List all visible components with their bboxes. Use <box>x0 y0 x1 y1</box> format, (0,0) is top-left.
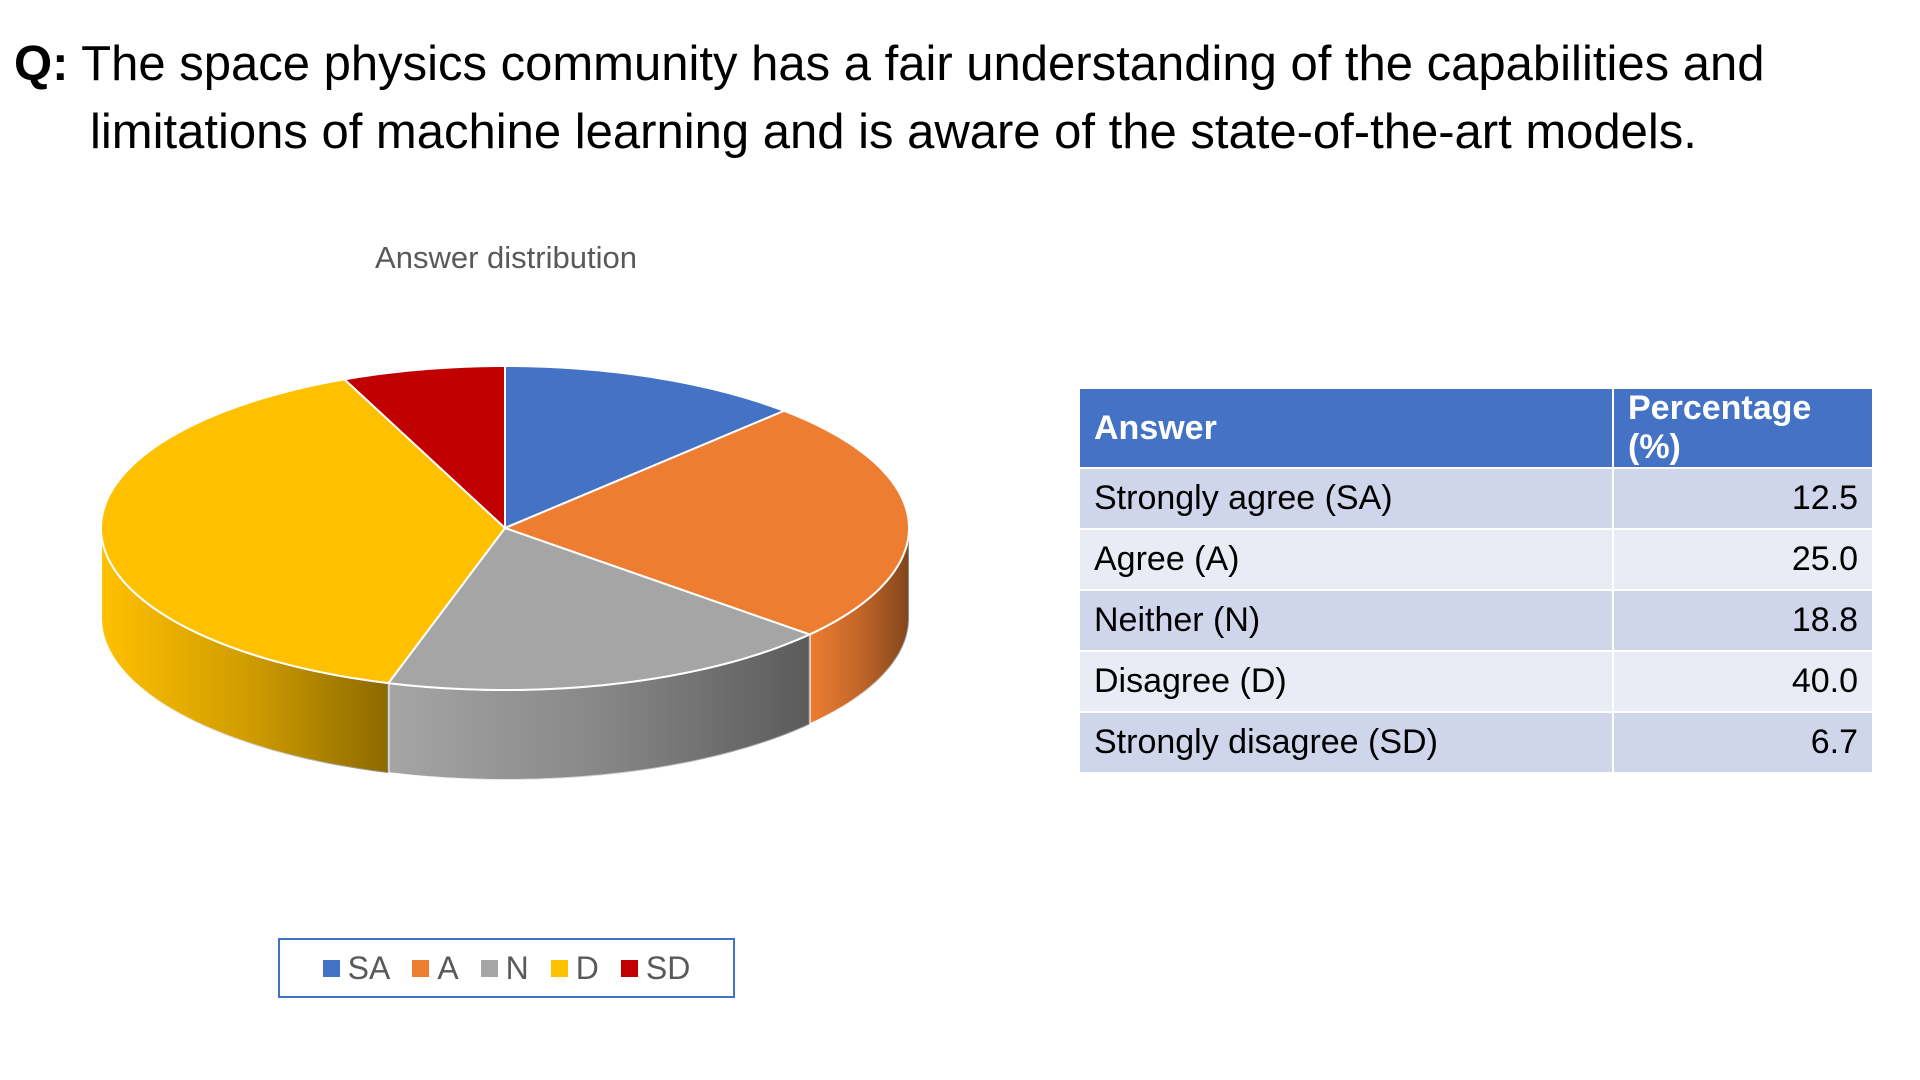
legend-swatch-sd <box>620 959 638 977</box>
legend-item-d: D <box>550 949 599 987</box>
legend-label-d: D <box>575 949 599 986</box>
pie-slice-d <box>100 378 506 685</box>
legend-swatch-a <box>412 959 430 977</box>
legend-label-n: N <box>505 949 529 986</box>
legend-swatch-d <box>550 959 568 977</box>
pie-slice-a <box>504 409 910 636</box>
table-header-row: Answer Percentage (%) <box>1078 387 1874 469</box>
table-cell-answer: Strongly disagree (SD) <box>1078 711 1614 774</box>
table-cell-answer: Strongly agree (SA) <box>1078 467 1614 530</box>
question-prefix: Q: <box>14 37 69 91</box>
answer-table: Answer Percentage (%) Strongly agree (SA… <box>1078 387 1874 774</box>
table-header-percentage: Percentage (%) <box>1612 387 1874 469</box>
pie-tops <box>100 365 910 691</box>
pie-side-shade-a <box>809 528 909 725</box>
table-cell-percentage: 25.0 <box>1612 528 1874 591</box>
table-cell-percentage: 12.5 <box>1612 467 1874 530</box>
table-header-answer: Answer <box>1078 387 1614 469</box>
question-line-1: The space physics community has a fair u… <box>81 37 1765 91</box>
legend-label-a: A <box>437 949 459 986</box>
table-cell-percentage: 40.0 <box>1612 650 1874 713</box>
table-cell-percentage: 18.8 <box>1612 589 1874 652</box>
table-row: Strongly agree (SA) 12.5 <box>1078 467 1874 530</box>
legend-item-a: A <box>412 949 459 987</box>
legend-item-sd: SD <box>620 949 691 987</box>
table-cell-percentage: 6.7 <box>1612 711 1874 774</box>
pie-chart <box>100 365 910 782</box>
question-line-2: limitations of machine learning and is a… <box>90 105 1697 159</box>
chart-title: Answer distribution <box>375 240 637 275</box>
legend-label-sd: SD <box>645 949 691 986</box>
legend-item-n: N <box>480 949 529 987</box>
pie-side-shade-n <box>388 634 810 780</box>
table-cell-answer: Neither (N) <box>1078 589 1614 652</box>
legend-swatch-sa <box>322 959 340 977</box>
pie-slice-n <box>387 527 811 691</box>
pie-side-shade-d <box>101 528 389 774</box>
table-row: Neither (N) 18.8 <box>1078 589 1874 652</box>
table-cell-answer: Disagree (D) <box>1078 650 1614 713</box>
legend-label-sa: SA <box>347 949 391 986</box>
pie-sides <box>100 527 910 782</box>
table-row: Disagree (D) 40.0 <box>1078 650 1874 713</box>
pie-slice-sa <box>504 365 786 529</box>
table-cell-answer: Agree (A) <box>1078 528 1614 591</box>
legend-swatch-n <box>480 959 498 977</box>
pie-slice-sd <box>343 365 506 529</box>
table-row: Agree (A) 25.0 <box>1078 528 1874 591</box>
chart-legend: SA A N D SD <box>278 938 735 998</box>
legend-item-sa: SA <box>322 949 391 987</box>
question-text: Q: The space physics community has a fai… <box>14 30 1894 166</box>
table-row: Strongly disagree (SD) 6.7 <box>1078 711 1874 774</box>
